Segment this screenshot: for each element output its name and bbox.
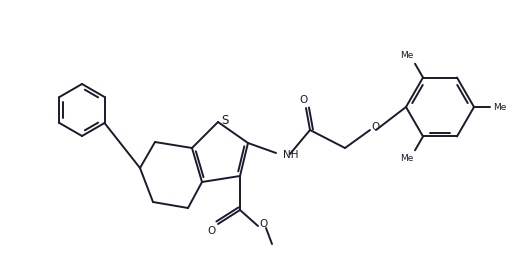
Text: O: O — [259, 219, 267, 229]
Text: Me: Me — [493, 102, 507, 111]
Text: O: O — [300, 95, 308, 105]
Text: Me: Me — [400, 154, 414, 163]
Text: Me: Me — [400, 51, 414, 60]
Text: O: O — [371, 122, 379, 132]
Text: S: S — [221, 115, 229, 128]
Text: O: O — [208, 226, 216, 236]
Text: NH: NH — [283, 150, 298, 160]
